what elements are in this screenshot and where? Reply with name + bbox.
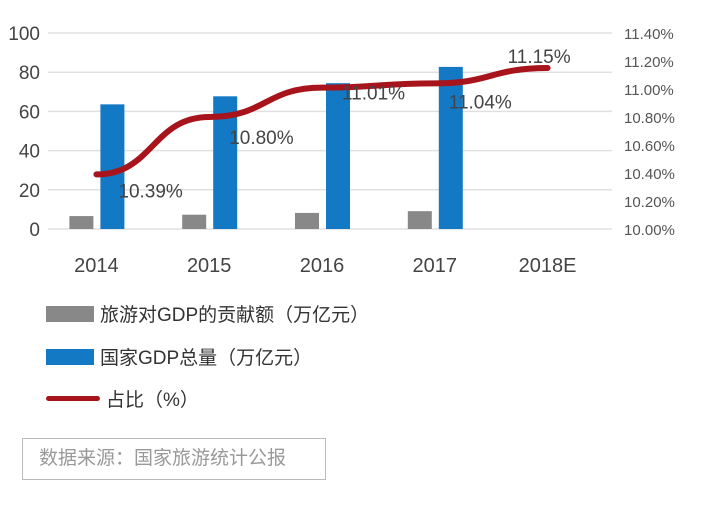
bar-gdp (438, 66, 463, 230)
bar-gdp (100, 104, 125, 229)
data-label: 11.15% (508, 47, 571, 68)
legend-swatch (46, 305, 94, 322)
legend-label: 占比（%） (106, 390, 199, 411)
legend-item-tourism: 旅游对GDP的贡献额（万亿元） (46, 300, 369, 327)
data-label: 10.80% (229, 128, 294, 149)
bar-tourism (295, 212, 319, 229)
source-note: 数据来源：国家旅游统计公报 (22, 438, 326, 480)
bar-tourism (182, 214, 207, 229)
bar-tourism (407, 211, 432, 229)
x-tick-label: 2018E (519, 255, 577, 277)
left-tick-label: 0 (29, 220, 40, 241)
left-tick-label: 20 (19, 181, 40, 202)
right-tick-label: 10.80% (624, 110, 675, 127)
right-tick-label: 11.00% (624, 82, 674, 99)
right-tick-label: 11.20% (624, 54, 674, 71)
right-tick-label: 10.20% (624, 194, 675, 211)
legend-swatch (46, 348, 94, 365)
x-tick-label: 2015 (187, 255, 232, 277)
left-tick-label: 60 (19, 102, 40, 123)
right-tick-label: 10.00% (624, 222, 675, 239)
left-tick-label: 40 (19, 142, 40, 163)
right-tick-label: 11.40% (624, 26, 674, 43)
left-tick-label: 100 (8, 24, 40, 45)
x-tick-label: 2014 (74, 255, 119, 277)
bar-gdp (326, 83, 350, 230)
data-label: 10.39% (118, 181, 183, 202)
right-tick-label: 10.40% (624, 166, 675, 183)
legend-item-ratio: 占比（%） (46, 385, 199, 412)
data-label: 11.01% (342, 84, 405, 105)
legend-item-gdp: 国家GDP总量（万亿元） (46, 343, 312, 370)
ratio-line (93, 65, 551, 178)
x-tick-label: 2016 (300, 255, 345, 277)
legend-label: 国家GDP总量（万亿元） (100, 348, 313, 369)
legend-label: 旅游对GDP的贡献额（万亿元） (100, 305, 370, 326)
legend-line (46, 396, 100, 401)
x-tick-label: 2017 (413, 255, 458, 277)
chart: 0 20 40 60 80 100 10.00% 10.20% 10.40% 10.60% 10.8… (8, 24, 675, 277)
left-tick-label: 80 (19, 63, 40, 84)
data-label: 11.04% (449, 92, 512, 113)
right-tick-label: 10.60% (624, 138, 675, 155)
bar-tourism (69, 216, 94, 229)
